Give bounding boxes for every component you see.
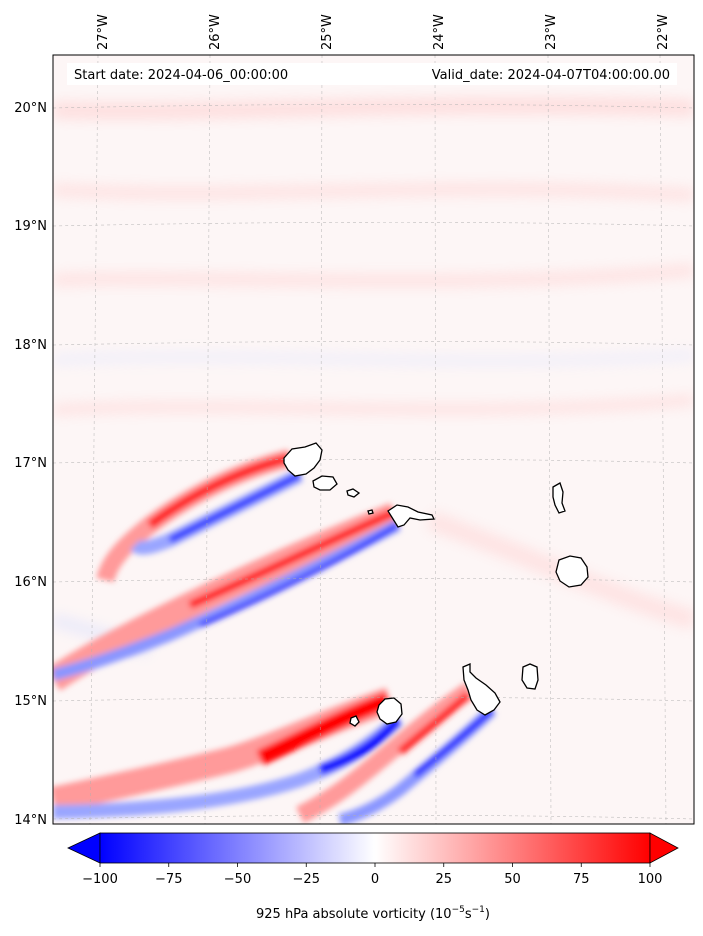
island-sao-vicente: [312, 475, 338, 491]
island-brava: [349, 715, 360, 727]
island-maio: [521, 663, 539, 690]
wake-fogo: [53, 687, 403, 819]
lat-tick-label: 16°N: [14, 575, 47, 590]
island-santo-antao: [283, 442, 323, 477]
colorbar-tick-label: 100: [638, 872, 663, 887]
colorbar-tick-labels: −100 −75 −50 −25 0 25 50 75 100: [82, 872, 662, 887]
lon-tick-label: 25°W: [320, 14, 335, 50]
lon-tick-label: 26°W: [208, 14, 223, 50]
latitude-labels: 20°N 19°N 18°N 17°N 16°N 15°N 14°N: [14, 101, 47, 828]
islands: [283, 442, 589, 727]
island-fogo: [376, 697, 403, 725]
island-sao-nicolau: [387, 504, 436, 528]
colorbar-title-exp2: −1: [472, 905, 485, 915]
colorbar-tick-label: 50: [504, 872, 521, 887]
colorbar-ticks: [99, 863, 651, 867]
map-frame: [52, 54, 695, 825]
colorbar-tick-label: 75: [573, 872, 590, 887]
vorticity-field: [53, 55, 694, 824]
wake-santiago: [295, 682, 497, 824]
colorbar-title-exp1: −5: [452, 905, 465, 915]
lon-tick-label: 23°W: [544, 14, 559, 50]
colorbar-title: 925 hPa absolute vorticity (10−5s−1): [256, 905, 490, 922]
colorbar-tick-label: 0: [371, 872, 379, 887]
island-santa-luzia: [346, 488, 361, 498]
lat-tick-label: 20°N: [14, 101, 47, 116]
lon-tick-label: 24°W: [432, 14, 447, 50]
island-boa-vista: [555, 555, 589, 588]
wake-santo-antao: [96, 449, 304, 583]
lat-tick-label: 14°N: [14, 813, 47, 828]
colorbar-title-end: ): [485, 907, 490, 922]
colorbar-tick-label: −100: [82, 872, 118, 887]
colorbar-tick-label: −75: [155, 872, 182, 887]
colorbar: −100 −75 −50 −25 0 25 50 75 100 925 hPa …: [67, 832, 679, 922]
colorbar-tick-label: −25: [293, 872, 320, 887]
lon-tick-label: 22°W: [656, 14, 671, 50]
gridlines: [53, 55, 694, 824]
wake-sao-nicolau: [53, 502, 401, 691]
lat-tick-label: 17°N: [14, 456, 47, 471]
colorbar-tick-label: 25: [435, 872, 452, 887]
island-sal: [552, 482, 566, 514]
lat-tick-label: 19°N: [14, 219, 47, 234]
lon-tick-label: 27°W: [96, 14, 111, 50]
island-santiago: [462, 663, 501, 716]
lat-tick-label: 15°N: [14, 694, 47, 709]
date-banner: [67, 63, 677, 85]
colorbar-high-extend: [649, 832, 679, 864]
start-date-label: Start date: 2024-04-06_00:00:00: [74, 68, 288, 83]
colorbar-body: [99, 832, 651, 864]
lat-tick-label: 18°N: [14, 338, 47, 353]
colorbar-title-main: 925 hPa absolute vorticity (10: [256, 907, 452, 922]
colorbar-low-extend: [67, 832, 101, 864]
longitude-labels: 27°W 26°W 25°W 24°W 23°W 22°W: [96, 14, 671, 50]
valid-date-label: Valid_date: 2024-04-07T04:00:00.00: [432, 68, 670, 83]
island-islet: [367, 509, 374, 515]
colorbar-tick-label: −50: [224, 872, 251, 887]
colorbar-title-mid: s: [465, 907, 472, 922]
